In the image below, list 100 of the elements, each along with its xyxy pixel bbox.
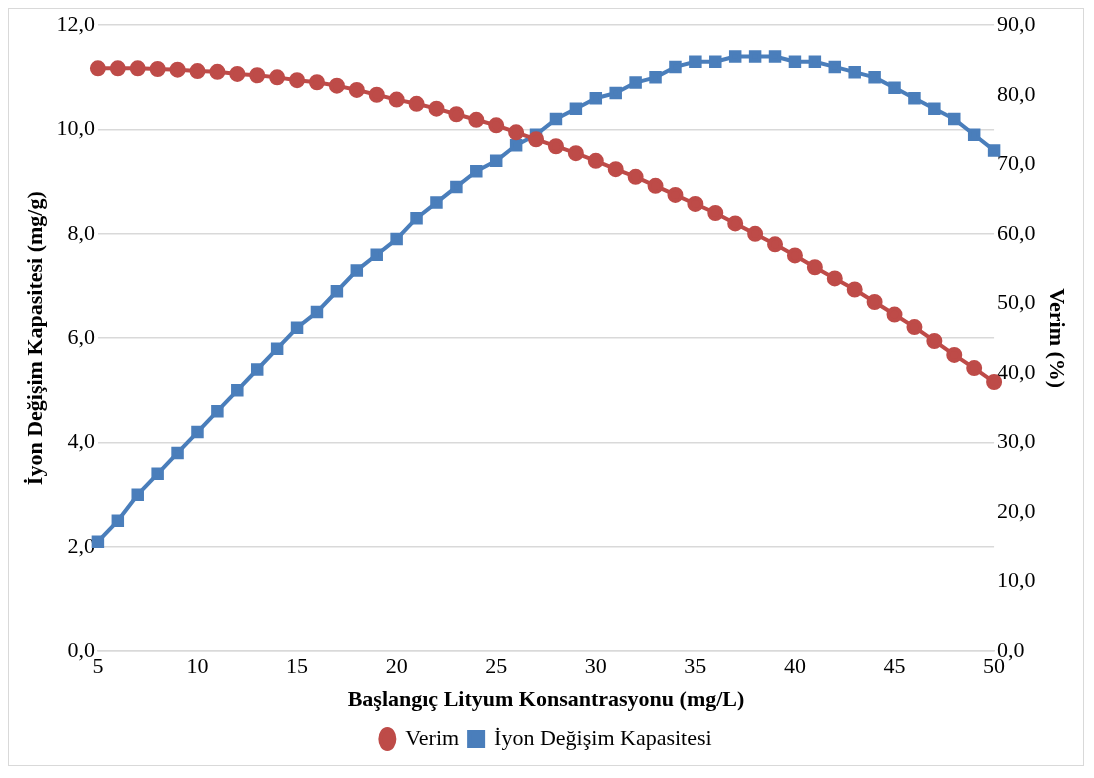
y2-tick-label: 50,0 — [997, 289, 1036, 315]
y2-tick-label: 40,0 — [997, 358, 1036, 384]
x-tick-label: 10 — [186, 653, 209, 679]
point — [609, 86, 622, 100]
point — [189, 63, 206, 80]
legend-label: Verim — [405, 724, 460, 750]
point — [567, 145, 584, 162]
x-tick-label: 20 — [385, 653, 408, 679]
y-tick-label: 10,0 — [56, 115, 95, 141]
point — [269, 69, 286, 86]
point — [747, 225, 764, 242]
y2-tick-label: 90,0 — [997, 10, 1036, 36]
point — [569, 102, 583, 115]
point — [629, 76, 642, 89]
point — [808, 55, 822, 68]
x-tick-label: 40 — [783, 653, 806, 679]
point — [209, 63, 226, 80]
point — [748, 50, 762, 63]
point — [390, 232, 403, 246]
point — [408, 95, 425, 112]
point — [946, 346, 963, 363]
point — [191, 425, 204, 439]
point — [587, 152, 604, 169]
point — [607, 161, 624, 178]
y-tick-label: 12,0 — [56, 10, 95, 36]
point — [290, 321, 304, 335]
point — [270, 342, 284, 355]
point — [689, 55, 702, 68]
point — [131, 488, 144, 501]
point — [886, 306, 903, 323]
point — [549, 112, 563, 126]
y2-tick-label: 70,0 — [997, 150, 1036, 176]
y-tick-label: 8,0 — [67, 219, 95, 245]
point — [709, 55, 722, 68]
point — [767, 236, 784, 253]
point — [470, 165, 483, 178]
point — [848, 65, 861, 79]
point — [649, 71, 662, 84]
point — [488, 117, 505, 134]
point — [249, 67, 266, 84]
point — [308, 74, 325, 91]
point — [370, 248, 383, 261]
point — [908, 91, 921, 105]
point — [448, 106, 465, 123]
point — [967, 128, 981, 141]
point — [450, 180, 463, 194]
point — [250, 363, 264, 376]
point — [289, 72, 306, 89]
point — [768, 50, 782, 63]
legend-label: İyon Değişim Kapasitesi — [494, 724, 712, 750]
x-tick-label: 45 — [883, 653, 906, 679]
x-tick-label: 15 — [286, 653, 309, 679]
point — [806, 259, 823, 276]
point — [388, 91, 405, 108]
point — [866, 294, 883, 311]
point — [211, 404, 224, 418]
point — [430, 196, 443, 209]
point — [368, 86, 385, 103]
y2-tick-label: 80,0 — [997, 80, 1036, 106]
point — [89, 60, 106, 77]
point — [508, 124, 525, 141]
point — [330, 285, 344, 298]
point — [647, 177, 664, 194]
y2-tick-label: 10,0 — [997, 567, 1036, 593]
point — [846, 281, 863, 298]
y2-tick-label: 30,0 — [997, 428, 1036, 454]
point — [468, 111, 485, 128]
point — [948, 112, 961, 126]
point — [687, 195, 704, 212]
point — [788, 55, 802, 68]
point — [169, 61, 186, 78]
point — [129, 60, 146, 77]
x-tick-label: 35 — [684, 653, 707, 679]
point — [528, 131, 545, 148]
point — [826, 270, 843, 287]
y-tick-label: 4,0 — [67, 428, 95, 454]
point — [627, 168, 644, 185]
point — [888, 81, 901, 95]
y-axis-title: İyon Değişim Kapasitesi (mg/g) — [21, 191, 47, 486]
point — [906, 319, 923, 336]
point — [410, 211, 423, 225]
point — [728, 50, 742, 63]
point — [786, 247, 803, 264]
y2-tick-label: 20,0 — [997, 497, 1036, 523]
point — [707, 205, 724, 221]
y-tick-label: 6,0 — [67, 323, 95, 349]
point — [109, 60, 126, 77]
point — [229, 65, 246, 82]
point — [928, 102, 941, 115]
point — [310, 305, 324, 319]
point — [828, 60, 842, 74]
point — [428, 100, 445, 117]
point — [547, 138, 564, 155]
point — [509, 138, 523, 152]
x-axis-title: Başlangıç Lityum Konsantrasyonu (mg/L) — [347, 686, 745, 712]
point — [350, 264, 364, 277]
y-tick-label: 0,0 — [67, 636, 95, 662]
point — [348, 81, 365, 98]
point — [151, 467, 164, 481]
y2-axis-title: Verim (%) — [1045, 288, 1071, 389]
